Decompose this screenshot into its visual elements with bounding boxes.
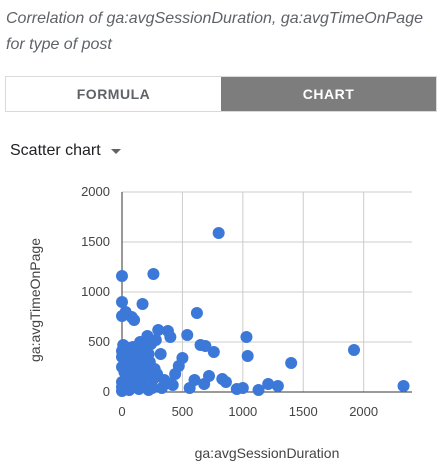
scatter-point bbox=[252, 384, 265, 396]
x-tick-label: 1500 bbox=[289, 404, 318, 419]
x-tick-label: 500 bbox=[172, 404, 194, 419]
scatter-chart: 2000 1500 1000 500 00 500 1000 1500 2000 ga:avgSe… bbox=[27, 184, 412, 461]
scatter-point bbox=[271, 380, 284, 392]
chart-labels: 2000 1500 1000 500 00 500 1000 1500 2000 ga:avgSe… bbox=[27, 184, 378, 461]
scatter-point bbox=[240, 331, 253, 343]
scatter-point bbox=[397, 380, 410, 392]
scatter-point bbox=[154, 348, 167, 360]
scatter-point bbox=[241, 350, 254, 362]
scatter-point bbox=[203, 370, 215, 382]
chart-type-dropdown[interactable]: Scatter chart bbox=[10, 138, 121, 164]
scatter-point bbox=[285, 357, 298, 369]
scatter-point bbox=[183, 382, 196, 394]
editor-tabs: FORMULA CHART bbox=[5, 76, 437, 112]
scatter-point bbox=[181, 329, 194, 341]
x-tick-label: 1000 bbox=[228, 404, 257, 419]
scatter-point bbox=[152, 324, 165, 336]
scatter-point bbox=[146, 382, 159, 394]
scatter-point bbox=[116, 361, 128, 373]
chart-title: Correlation of ga:avgSessionDuration, ga… bbox=[6, 10, 423, 53]
chart-points bbox=[116, 227, 410, 397]
scatter-point bbox=[230, 383, 243, 395]
scatter-point bbox=[216, 373, 229, 385]
y-axis-title: ga:avgTimeOnPage bbox=[27, 238, 43, 362]
y-tick-label: 0 bbox=[103, 384, 110, 399]
y-tick-label: 1000 bbox=[81, 284, 110, 299]
y-tick-label: 1500 bbox=[81, 234, 110, 249]
scatter-point bbox=[136, 298, 149, 310]
scatter-point bbox=[116, 270, 128, 282]
scatter-point bbox=[194, 339, 207, 351]
tab-chart[interactable]: CHART bbox=[221, 77, 436, 111]
chart-type-label: Scatter chart bbox=[10, 142, 101, 159]
tab-formula[interactable]: FORMULA bbox=[6, 77, 221, 111]
scatter-point bbox=[161, 377, 174, 389]
scatter-point bbox=[116, 385, 128, 397]
scatter-point bbox=[116, 345, 128, 357]
caret-down-icon bbox=[110, 148, 121, 154]
scatter-point bbox=[262, 378, 275, 390]
y-tick-label: 500 bbox=[88, 334, 110, 349]
scatter-point bbox=[348, 344, 360, 356]
scatter-point bbox=[116, 296, 128, 308]
x-tick-label: 0 bbox=[118, 404, 125, 419]
scatter-point bbox=[207, 346, 220, 358]
scatter-point bbox=[212, 227, 225, 239]
scatter-point bbox=[169, 368, 182, 380]
y-tick-label: 2000 bbox=[81, 184, 110, 199]
scatter-point bbox=[147, 268, 160, 280]
scatter-point bbox=[151, 368, 164, 380]
x-axis-title: ga:avgSessionDuration bbox=[195, 445, 340, 461]
scatter-point bbox=[190, 307, 203, 319]
grid-lines bbox=[122, 191, 412, 392]
scatter-point bbox=[128, 314, 141, 326]
x-tick-label: 2000 bbox=[349, 404, 378, 419]
scatter-point bbox=[161, 325, 174, 337]
